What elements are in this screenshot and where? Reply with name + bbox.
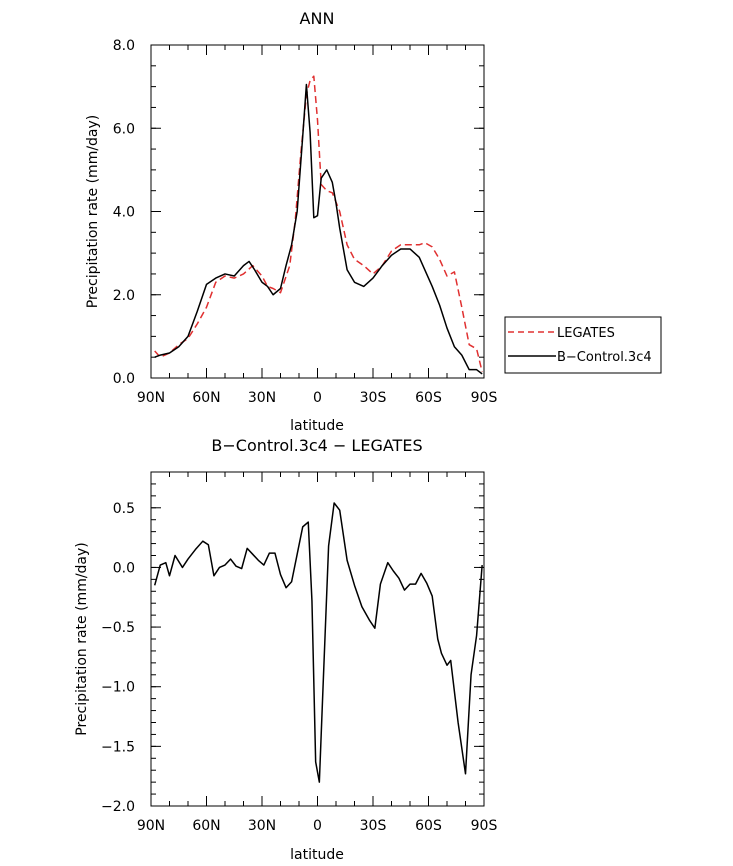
x-tick-label: 30S (360, 390, 387, 406)
y-tick-label: 0.5 (113, 501, 135, 517)
top-chart-x-tick-labels: 90N 60N 30N 0 30S 60S 90S (137, 390, 498, 406)
bottom-chart-ticks (150, 471, 485, 807)
y-tick-label: −1.0 (101, 680, 135, 696)
x-tick-label: 60N (192, 390, 220, 406)
series-line-legates (154, 75, 483, 372)
top-chart: ANN 0.02.04.06.08.0 90N 60N 30N 0 30S 60S 90S … (85, 9, 662, 434)
legend-bcontrol-label: B−Control.3c4 (557, 350, 652, 365)
bottom-chart-y-axis-label: Precipitation rate (mm/day) (74, 542, 90, 736)
y-tick-label: 0.0 (113, 560, 135, 576)
y-tick-label: 6.0 (113, 121, 135, 137)
x-tick-label: 90N (137, 390, 165, 406)
x-tick-label: 90S (471, 390, 498, 406)
legend-legates-label: LEGATES (557, 326, 615, 341)
x-tick-label: 0 (313, 390, 322, 406)
legend-frame (504, 316, 662, 374)
bottom-chart-x-axis-label: latitude (290, 847, 344, 863)
bottom-chart-y-tick-labels: −2.0 −1.5 −1.0 −0.5 0.0 0.5 (101, 501, 135, 815)
y-tick-label: −0.5 (101, 620, 135, 636)
top-chart-legend: LEGATES B−Control.3c4 (504, 316, 662, 374)
y-tick-label: 8.0 (113, 38, 135, 54)
bottom-chart-series (153, 502, 483, 783)
series-line-b-control-3c4-legates (153, 502, 483, 783)
x-tick-label: 60S (415, 818, 442, 834)
y-tick-label: −1.5 (101, 739, 135, 755)
y-tick-label: 0.0 (113, 371, 135, 387)
top-chart-series (154, 75, 483, 375)
x-tick-label: 0 (313, 818, 322, 834)
y-tick-label: −2.0 (101, 799, 135, 815)
x-tick-label: 90N (137, 818, 165, 834)
x-tick-label: 90S (471, 818, 498, 834)
bottom-chart-x-tick-labels: 90N 60N 30N 0 30S 60S 90S (137, 818, 498, 834)
series-line-b-control-3c4 (154, 83, 483, 375)
x-tick-label: 60N (192, 818, 220, 834)
bottom-chart-title: B−Control.3c4 − LEGATES (211, 436, 422, 455)
top-chart-plot-frame (150, 44, 485, 379)
x-tick-label: 30S (360, 818, 387, 834)
bottom-chart: B−Control.3c4 − LEGATES −2.0 −1.5 −1.0 −0.5… (74, 436, 497, 863)
top-chart-x-axis-label: latitude (290, 418, 344, 434)
x-tick-label: 30N (248, 390, 276, 406)
x-tick-label: 30N (248, 818, 276, 834)
top-chart-title: ANN (300, 9, 335, 28)
bottom-chart-plot-frame (150, 471, 485, 807)
y-tick-label: 4.0 (113, 205, 135, 221)
top-chart-y-tick-labels: 0.0 2.0 4.0 6.0 8.0 (113, 38, 135, 387)
top-chart-y-axis-label: Precipitation rate (mm/day) (85, 115, 101, 309)
y-tick-label: 2.0 (113, 288, 135, 304)
x-tick-label: 60S (415, 390, 442, 406)
